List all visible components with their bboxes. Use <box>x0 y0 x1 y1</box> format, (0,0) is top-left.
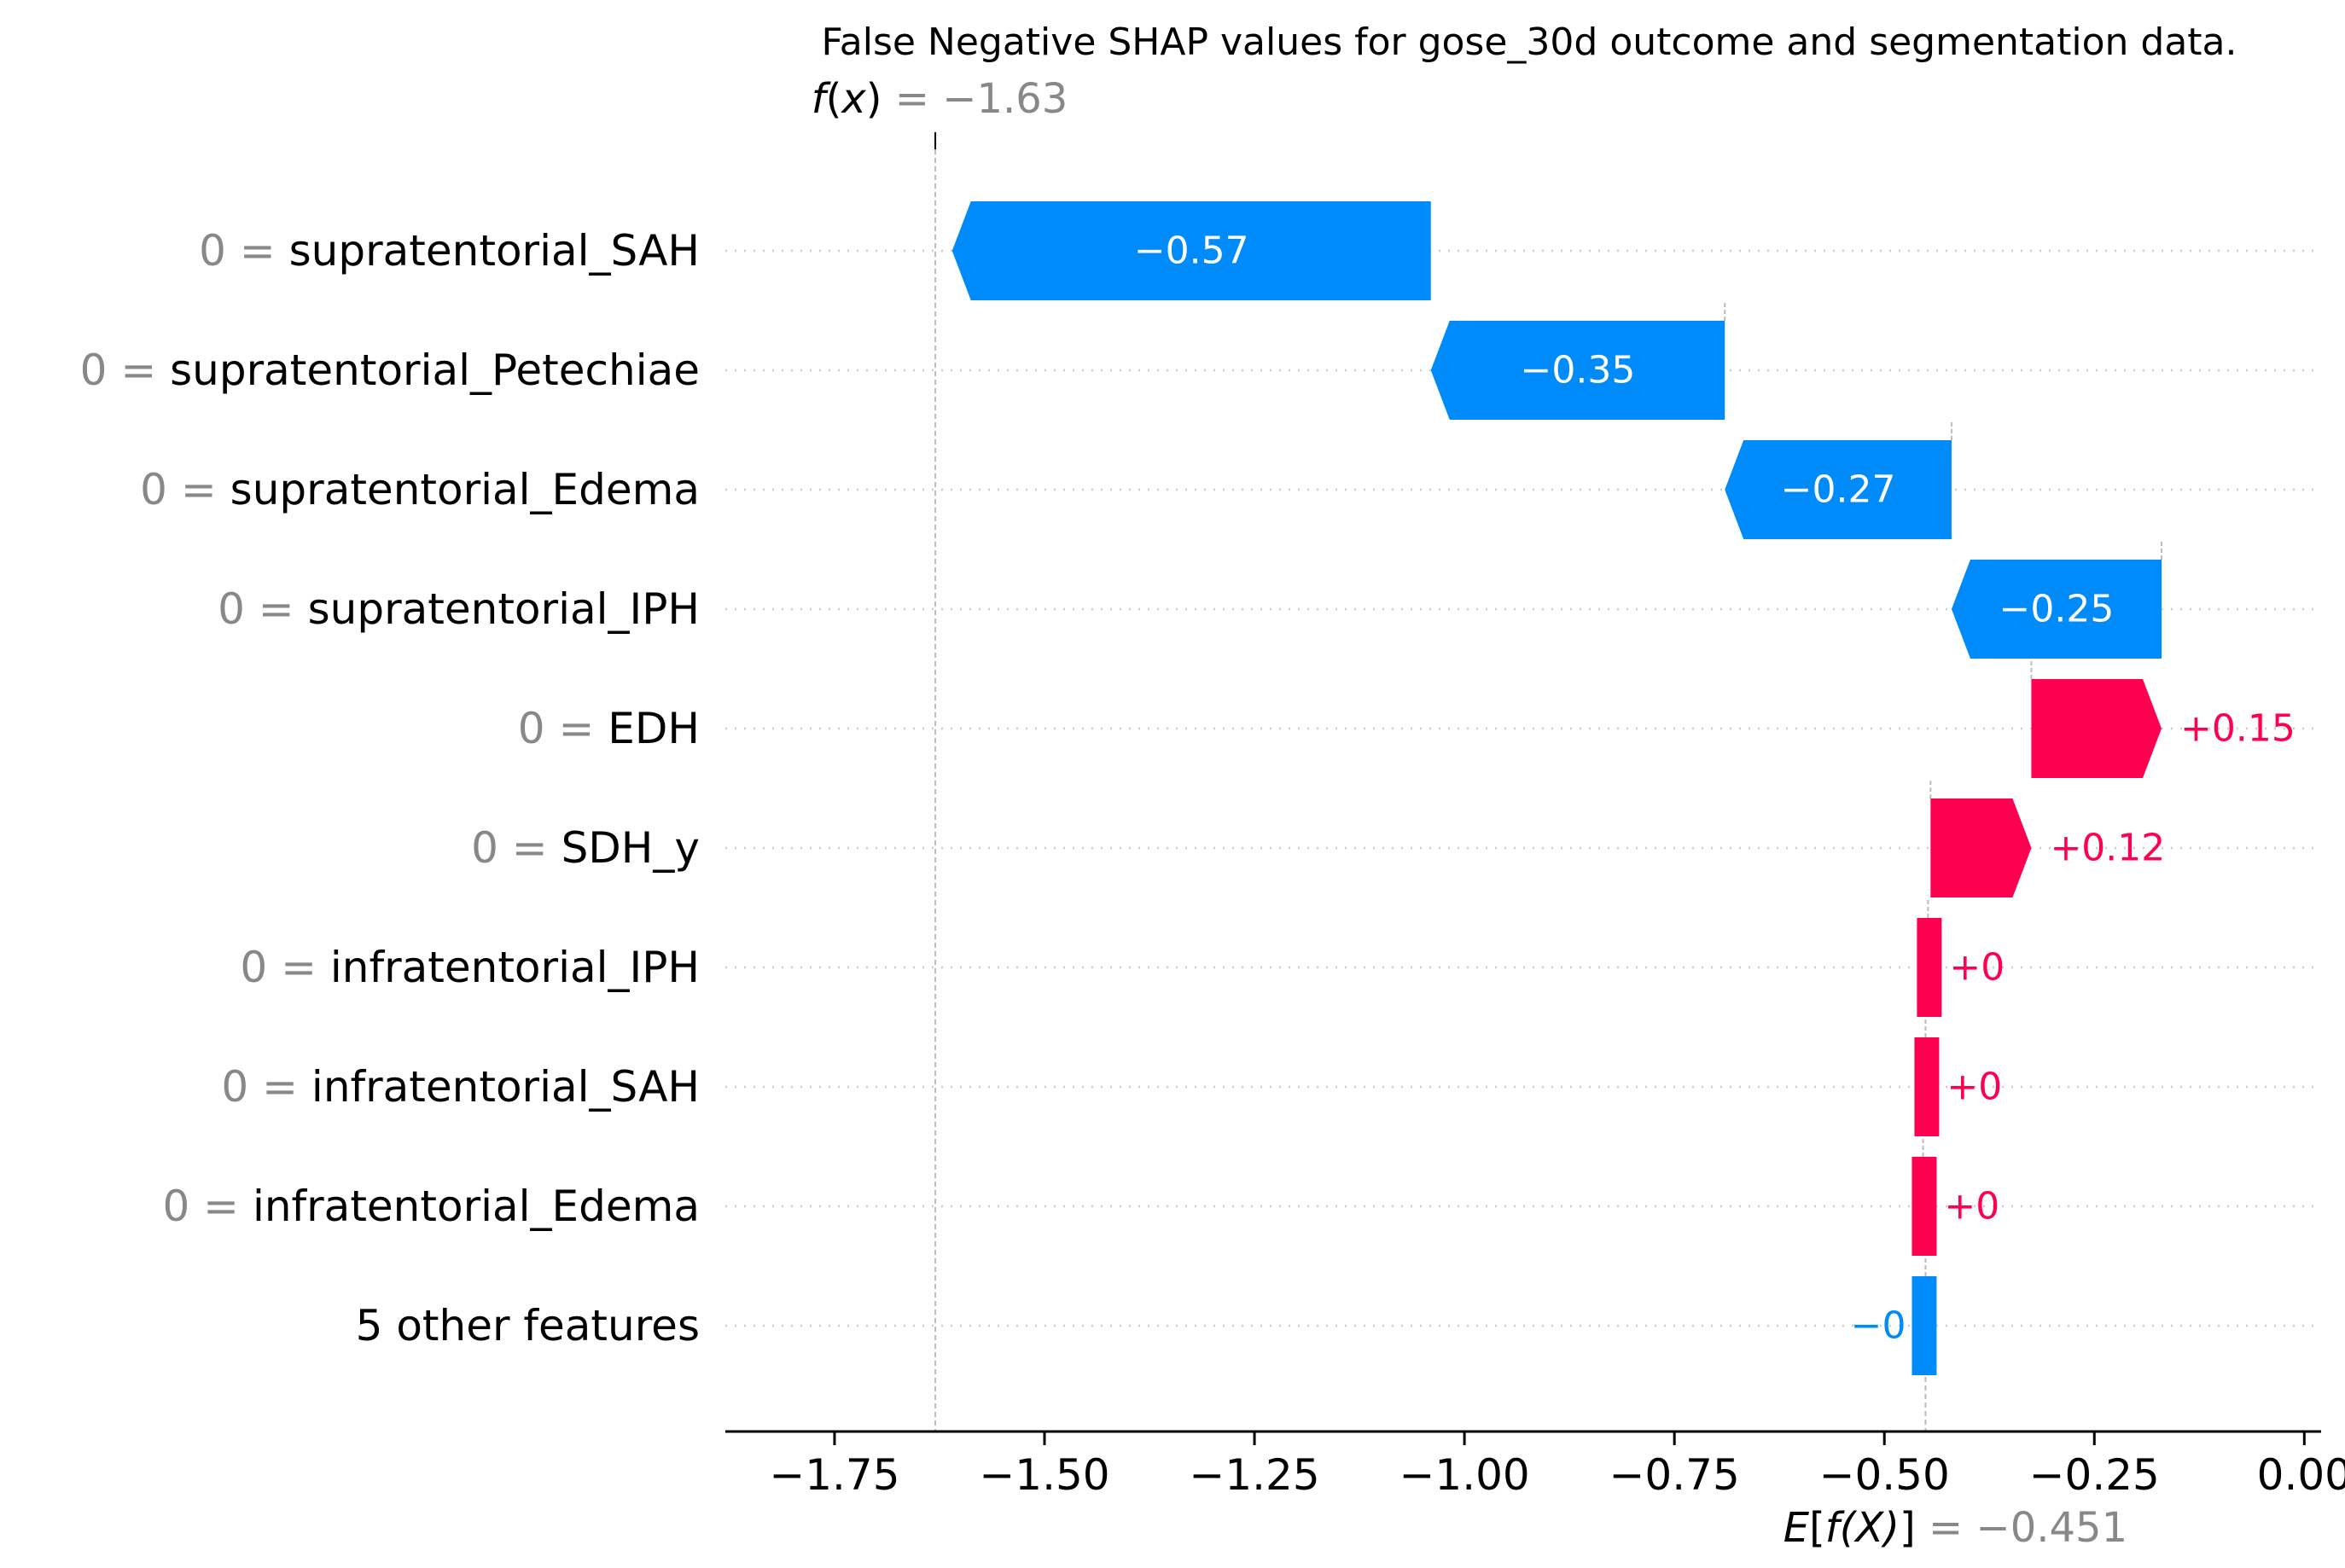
feature-value: 0 = <box>471 823 562 873</box>
bar-infratentorial-iph <box>1917 918 1942 1017</box>
feature-label: 0 = supratentorial_SAH <box>199 226 700 276</box>
feature-value: 0 = <box>140 465 230 514</box>
bar-edh <box>2031 679 2162 778</box>
chart-title: False Negative SHAP values for gose_30d … <box>821 20 2237 64</box>
feature-label: 0 = EDH <box>518 704 700 753</box>
feature-name: EDH <box>608 704 700 753</box>
x-tick-label: −1.75 <box>769 1450 899 1500</box>
feature-name: infratentorial_Edema <box>253 1182 700 1231</box>
bar-value-label: −0.35 <box>1521 349 1636 392</box>
bar-value-label: +0 <box>1949 946 2005 990</box>
bar-value-label: −0.27 <box>1781 468 1896 512</box>
bar-supratentorial-iph <box>1951 560 2162 659</box>
fx-value: = −1.63 <box>895 75 1068 123</box>
fx-paren: ) <box>866 75 895 123</box>
feature-name: 5 other features <box>356 1301 700 1350</box>
bar-5-other-features <box>1911 1276 1937 1375</box>
x-tick-label: −0.75 <box>1609 1450 1740 1500</box>
feature-label: 0 = infratentorial_IPH <box>240 943 700 992</box>
x-tick-label: −1.50 <box>979 1450 1109 1500</box>
bar-value-label: −0.25 <box>1999 588 2115 631</box>
feature-label: 0 = supratentorial_Edema <box>140 465 700 514</box>
feature-label: 0 = infratentorial_Edema <box>162 1182 700 1231</box>
x-axis: −1.75 −1.50 −1.25 −1.00 −0.75 −0.50 −0.25 0.00 <box>725 1430 2345 1500</box>
base-bracket: [ <box>1809 1504 1825 1552</box>
feature-name: SDH_y <box>562 823 700 873</box>
feature-name: infratentorial_IPH <box>330 943 700 992</box>
feature-value: 0 = <box>162 1182 253 1231</box>
feature-name: supratentorial_Petechiae <box>170 346 700 395</box>
feature-name: infratentorial_SAH <box>311 1062 700 1112</box>
bar-supratentorial-edema <box>1725 440 1952 539</box>
bar-infratentorial-edema <box>1911 1157 1937 1256</box>
x-tick-label: −1.00 <box>1399 1450 1529 1500</box>
base-annotation: E[f(X)] = −0.451 <box>1783 1504 2127 1552</box>
base-inner: f(X) <box>1825 1504 1900 1552</box>
feature-value: 0 = <box>518 704 608 753</box>
x-tick-label: 0.00 <box>2257 1450 2345 1500</box>
fx-annotation: f(x) = −1.63 <box>812 75 1068 123</box>
x-tick-label: −0.50 <box>1819 1450 1950 1500</box>
bar-value-label: +0.12 <box>2050 827 2165 870</box>
base-value: = −0.451 <box>1929 1504 2127 1552</box>
bar-supratentorial-sah <box>951 201 1431 300</box>
bar-value-label: −0 <box>1851 1304 1906 1348</box>
base-label: E <box>1783 1504 1810 1552</box>
feature-label: 0 = SDH_y <box>471 823 700 873</box>
feature-value: 0 = <box>199 226 289 276</box>
bar-value-label: −0.57 <box>1134 229 1249 273</box>
x-tick-label: −1.25 <box>1189 1450 1319 1500</box>
bar-supratentorial-petechiae <box>1430 321 1725 420</box>
bar-sdh-y <box>1930 799 2032 897</box>
feature-value: 0 = <box>240 943 330 992</box>
base-bracket: ] <box>1900 1504 1929 1552</box>
feature-label: 0 = supratentorial_IPH <box>218 584 700 634</box>
bar-infratentorial-sah <box>1914 1037 1940 1136</box>
feature-value: 0 = <box>218 584 308 634</box>
feature-label: 5 other features <box>356 1301 700 1350</box>
x-tick-label: −0.25 <box>2029 1450 2160 1500</box>
feature-name: supratentorial_Edema <box>230 465 700 514</box>
feature-value: 0 = <box>80 346 171 395</box>
feature-label: 0 = infratentorial_SAH <box>221 1062 700 1112</box>
feature-name: supratentorial_IPH <box>308 584 700 634</box>
bars: −0.57 −0.35 −0.27 −0.25 +0.15 +0.12 +0 +0 +0 −0 <box>951 201 2296 1375</box>
bar-value-label: +0 <box>1946 1066 2002 1109</box>
feature-label: 0 = supratentorial_Petechiae <box>80 346 700 395</box>
fx-arg: x <box>840 75 866 123</box>
fx-paren: ( <box>826 75 842 123</box>
feature-name: supratentorial_SAH <box>289 226 700 276</box>
feature-value: 0 = <box>221 1062 311 1112</box>
bar-value-label: +0 <box>1944 1185 1999 1228</box>
bar-value-label: +0.15 <box>2180 707 2296 751</box>
annotations: f(x) = −1.63 E[f(X)] = −0.451 <box>812 75 2127 1552</box>
